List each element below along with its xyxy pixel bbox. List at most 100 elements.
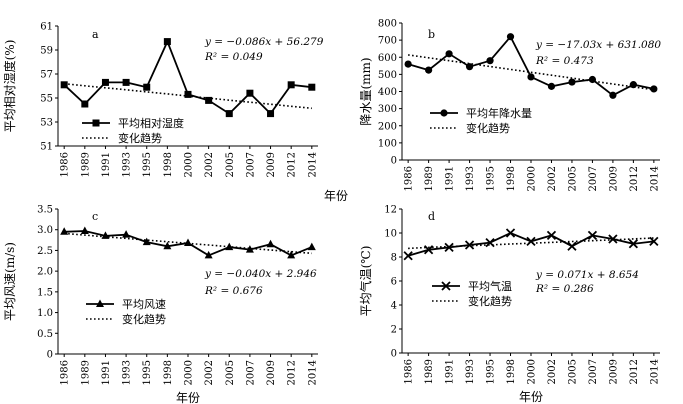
data-point [404, 60, 412, 68]
data-point [629, 81, 637, 89]
y-tick-label: 4 [391, 301, 397, 312]
data-point [225, 242, 234, 251]
data-point [101, 78, 109, 86]
x-tick-label: 1995 [486, 166, 497, 191]
r-squared-label: R² = 0.049 [204, 51, 263, 63]
data-point [60, 227, 69, 235]
x-tick-label: 2009 [608, 359, 619, 384]
data-point [308, 83, 316, 91]
top-x-axis-title: 年份 [324, 189, 348, 203]
data-point [505, 228, 516, 238]
data-point [287, 81, 295, 89]
y-axis-title: 平均相对湿度(%) [2, 40, 17, 133]
y-axis-title: 降水量(mm) [359, 57, 373, 125]
legend-label-series: 平均相对湿度 [118, 116, 184, 130]
data-point [307, 242, 316, 251]
data-point [506, 33, 515, 41]
y-tick-label: 300 [378, 104, 397, 115]
x-tick-label: 2000 [184, 360, 195, 385]
trend-line [407, 54, 655, 91]
x-tick-label: 2012 [287, 360, 298, 385]
legend-marker [441, 281, 451, 291]
data-point [60, 81, 68, 89]
x-tick-label: 2009 [608, 166, 619, 191]
data-point [81, 100, 89, 108]
y-tick-label: 100 [378, 138, 397, 149]
chart-b: 0 100 200 300 400 500 600 700 800 1986 1989 1991 199… [359, 19, 661, 192]
data-point [204, 250, 213, 259]
y-axis-title: 平均气温(℃) [358, 246, 373, 317]
x-tick-label: 1998 [506, 166, 517, 191]
x-tick-label: 2014 [649, 359, 660, 384]
regression-equation: y = −17.03x + 631.080 [535, 39, 661, 51]
x-tick-label: 2005 [567, 166, 578, 191]
x-tick-label: 2002 [547, 359, 558, 384]
y-tick-label: 59 [40, 46, 53, 57]
x-tick-label: 2002 [204, 152, 215, 177]
series-line [63, 39, 312, 115]
y-tick-label: 0 [47, 350, 53, 361]
data-point [546, 230, 557, 241]
y-tick-label: 2.5 [37, 246, 53, 257]
data-point [608, 234, 618, 244]
data-point [587, 230, 598, 241]
data-point [246, 89, 254, 97]
x-tick-label: 1986 [60, 360, 71, 385]
data-point [567, 241, 577, 251]
y-tick-label: 0 [391, 156, 397, 167]
x-tick-label: 1989 [80, 152, 91, 177]
x-tick-label: 2007 [588, 166, 599, 191]
data-point [245, 245, 254, 253]
x-tick-label: 2002 [547, 166, 558, 191]
y-tick-label: 600 [378, 53, 397, 64]
y-tick-label: 0 [391, 349, 397, 360]
x-tick-label: 1998 [163, 152, 174, 177]
y-tick-label: 200 [378, 121, 397, 132]
data-point [266, 239, 275, 248]
y-tick-label: 2 [391, 325, 397, 336]
data-point [650, 85, 658, 93]
x-tick-label: 1993 [122, 152, 133, 177]
y-tick-label: 57 [40, 70, 53, 81]
y-tick-label: 8 [391, 253, 397, 264]
x-tick-label: 1991 [445, 166, 456, 191]
x-tick-label: 2000 [527, 359, 538, 384]
data-point [143, 83, 151, 91]
x-tick-label: 2000 [527, 166, 538, 191]
x-tick-label: 1986 [60, 152, 71, 177]
regression-equation: y = −0.040x + 2.946 [204, 268, 317, 280]
x-axis-title: 年份 [176, 391, 200, 404]
regression-equation: y = −0.086x + 56.279 [204, 36, 324, 48]
data-point [122, 230, 131, 238]
data-point [649, 236, 659, 247]
y-tick-label: 500 [378, 70, 397, 81]
y-tick-label: 1.0 [37, 308, 53, 319]
chart-d: 0 2 4 6 8 10 12 1986 1989 1991 1993 1995 1998 2000 200… [358, 205, 660, 404]
legend-label-trend: 变化趋势 [122, 312, 166, 326]
data-point [287, 250, 296, 259]
y-tick-label: 55 [40, 94, 53, 105]
data-point [80, 226, 89, 234]
x-tick-label: 1993 [465, 166, 476, 191]
y-tick-label: 61 [40, 22, 53, 33]
r-squared-label: R² = 0.473 [535, 55, 594, 67]
x-tick-label: 2014 [649, 166, 660, 191]
x-tick-label: 2005 [225, 360, 236, 385]
y-tick-label: 800 [378, 19, 397, 30]
data-point [485, 237, 495, 248]
x-tick-label: 2012 [629, 166, 640, 191]
x-tick-label: 1989 [424, 359, 435, 384]
x-tick-label: 2014 [307, 360, 318, 385]
panel-label: a [92, 28, 99, 41]
x-tick-label: 2005 [567, 359, 578, 384]
x-tick-label: 1993 [465, 359, 476, 384]
legend-marker [92, 119, 100, 127]
legend-label-trend: 变化趋势 [466, 121, 510, 135]
panel-label: c [92, 210, 98, 223]
legend-label-trend: 变化趋势 [118, 131, 162, 145]
y-tick-label: 10 [384, 229, 397, 240]
x-tick-label: 2000 [184, 152, 195, 177]
x-axis-title: 年份 [519, 390, 543, 404]
y-tick-label: 2.0 [37, 267, 53, 278]
y-tick-label: 6 [391, 277, 397, 288]
